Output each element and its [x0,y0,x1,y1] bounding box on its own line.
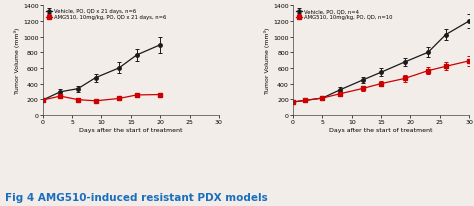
Legend: Vehicle, PO, QD, n=4, AMG510, 10mg/kg, PO, QD, n=10: Vehicle, PO, QD, n=4, AMG510, 10mg/kg, P… [296,9,393,21]
Text: Fig 4 AMG510-induced resistant PDX models: Fig 4 AMG510-induced resistant PDX model… [5,192,267,202]
Y-axis label: Tumor Volume (mm³): Tumor Volume (mm³) [14,28,20,94]
X-axis label: Days after the start of treatment: Days after the start of treatment [79,127,182,132]
X-axis label: Days after the start of treatment: Days after the start of treatment [329,127,433,132]
Legend: Vehicle, PO, QD x 21 days, n=6, AMG510, 10mg/kg, PO, QD x 21 days, n=6: Vehicle, PO, QD x 21 days, n=6, AMG510, … [46,9,167,21]
Y-axis label: Tumor Volume (mm³): Tumor Volume (mm³) [264,28,270,94]
